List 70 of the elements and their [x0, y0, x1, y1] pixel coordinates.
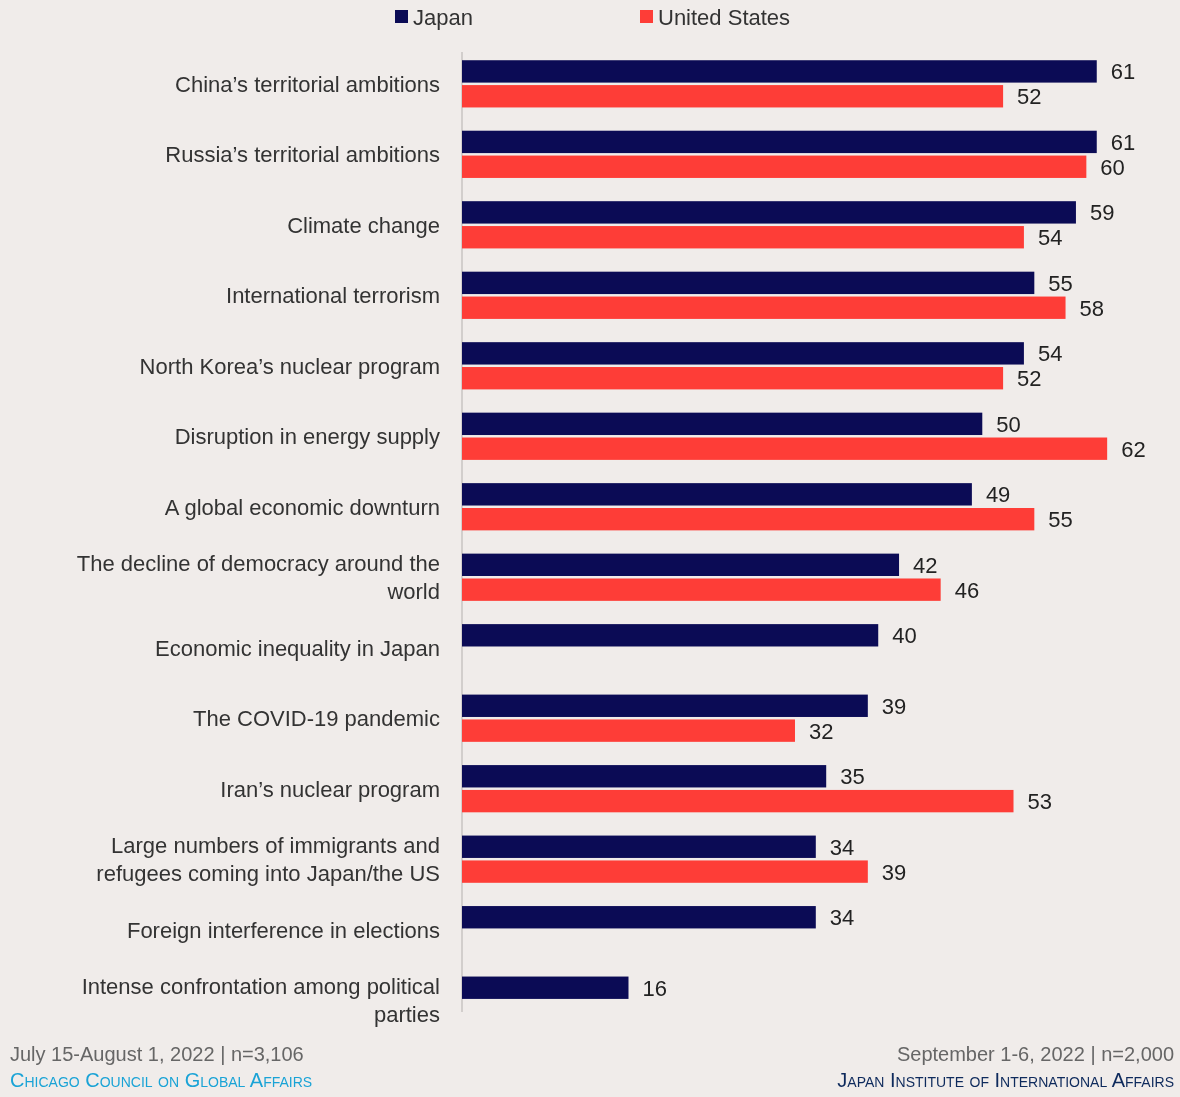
data-label: 55 — [1048, 270, 1073, 296]
data-label: 40 — [892, 623, 917, 649]
data-label: 61 — [1110, 129, 1136, 155]
data-label: 49 — [985, 482, 1011, 508]
data-label: 32 — [808, 718, 834, 744]
data-label: 34 — [829, 834, 855, 860]
bar — [462, 201, 1076, 224]
y-tick-label: Russia’s territorial ambitions — [165, 142, 440, 168]
bar — [462, 85, 1004, 108]
bar — [462, 342, 1024, 365]
data-label: 54 — [1037, 341, 1063, 367]
data-label: 59 — [1089, 200, 1115, 226]
bar — [462, 412, 983, 436]
bar — [462, 367, 1004, 390]
bar — [462, 508, 1035, 531]
data-label: 58 — [1079, 295, 1105, 321]
y-tick-label: Intense confrontation among political parties — [81, 974, 440, 1028]
bar — [462, 624, 879, 647]
bar — [462, 789, 1014, 813]
bar — [462, 437, 1108, 460]
y-tick-label: Iran’s nuclear program — [220, 776, 440, 802]
data-label: 46 — [954, 577, 980, 603]
y-tick-label: Disruption in energy supply — [174, 424, 440, 450]
text: Chicago Council on Global Affairs — [10, 1069, 313, 1091]
y-tick-label: The decline of democracy around the world — [76, 551, 440, 605]
legend-label: Japan — [413, 5, 473, 30]
data-label: 61 — [1110, 59, 1136, 85]
bar — [462, 860, 868, 883]
bar — [462, 60, 1097, 83]
data-label: 60 — [1100, 154, 1125, 180]
data-label: 50 — [996, 411, 1021, 437]
bar — [462, 296, 1066, 319]
legend-label: United States — [658, 5, 791, 30]
data-label: 34 — [829, 905, 855, 931]
y-tick-label: Foreign interference in elections — [126, 917, 440, 943]
bar — [462, 835, 816, 858]
y-tick-label: The COVID-19 pandemic — [193, 706, 440, 732]
bar — [462, 694, 868, 717]
y-tick-label: Economic inequality in Japan — [155, 635, 440, 661]
y-tick-label: Large numbers of immigrants and refugees coming into Japan/the US — [96, 833, 440, 887]
text: Japan Institute of International Affairs — [837, 1069, 1174, 1091]
y-tick-label: Climate change — [287, 212, 440, 238]
data-label: 52 — [1017, 84, 1042, 110]
data-label: 42 — [913, 552, 938, 578]
data-label: 52 — [1017, 366, 1042, 392]
bar — [462, 226, 1024, 249]
bar — [462, 719, 795, 742]
y-tick-label: A global economic downturn — [164, 494, 440, 520]
y-tick-label: International terrorism — [226, 283, 440, 309]
data-label: 35 — [840, 764, 865, 790]
bar — [462, 906, 816, 929]
data-label: 54 — [1037, 225, 1063, 251]
bar — [462, 976, 629, 999]
bar — [462, 553, 900, 576]
annotation: September 1-6, 2022 | n=2,000 — [896, 1043, 1174, 1065]
data-label: 39 — [881, 693, 907, 719]
text: July 15-August 1, 2022 | n=3,106 — [10, 1043, 304, 1065]
bar — [462, 155, 1087, 178]
bar — [462, 765, 827, 788]
data-label: 16 — [642, 975, 667, 1001]
bar — [462, 271, 1035, 295]
data-label: 39 — [881, 859, 907, 885]
y-tick-label: China’s territorial ambitions — [175, 71, 440, 97]
bar — [462, 578, 941, 601]
y-tick-label: North Korea’s nuclear program — [139, 353, 440, 379]
data-label: 55 — [1048, 507, 1073, 533]
data-label: 53 — [1027, 789, 1052, 815]
bar — [462, 483, 972, 506]
data-label: 62 — [1121, 436, 1146, 462]
bar — [462, 130, 1097, 154]
